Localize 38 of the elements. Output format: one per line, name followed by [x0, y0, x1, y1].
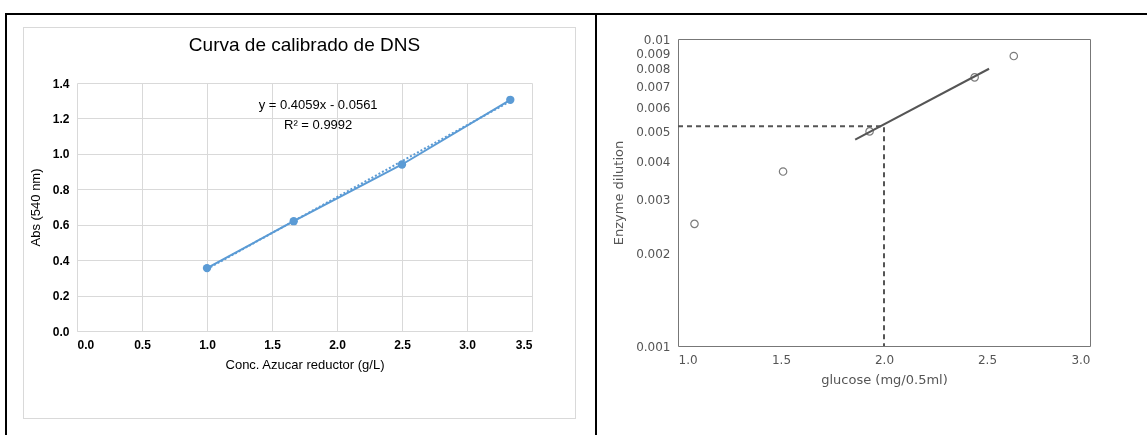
- x-tick-label: 0.0: [77, 337, 95, 352]
- y-tick-label: 0.005: [636, 124, 671, 139]
- annotation: R² = 0.9992: [284, 117, 353, 132]
- y-tick-label: 1.4: [52, 76, 70, 91]
- y-tick-label: 0.002: [636, 247, 671, 262]
- y-tick-label: 0.003: [636, 193, 671, 208]
- x-tick-label: 2.5: [977, 352, 998, 367]
- y-tick-label: 1.2: [52, 111, 70, 126]
- y-tick-label: 0.004: [636, 154, 671, 169]
- x-tick-label: 2.0: [874, 352, 895, 367]
- annotation: y = 0.4059x - 0.0561: [258, 97, 378, 112]
- y-tick-label: 0.008: [636, 62, 671, 77]
- x-tick-label: 2.0: [329, 337, 347, 352]
- x-axis-title: Conc. Azucar reductor (g/L): [225, 356, 385, 372]
- y-tick-label: 0.0: [52, 324, 70, 339]
- chart-title: Curva de calibrado de DNS: [188, 34, 421, 55]
- y-tick-label: 0.001: [636, 339, 671, 354]
- x-tick-label: 1.0: [199, 337, 217, 352]
- x-tick-label: 3.5: [515, 337, 533, 352]
- y-tick-label: 0.01: [643, 32, 671, 47]
- x-axis-title: glucose (mg/0.5ml): [821, 371, 948, 387]
- y-tick-label: 0.007: [636, 80, 671, 95]
- y-tick-label: 1.0: [52, 147, 70, 162]
- x-tick-label: 0.5: [134, 337, 152, 352]
- y-tick-label: 0.009: [636, 46, 671, 61]
- y-tick-label: 0.006: [636, 100, 671, 115]
- x-tick-label: 3.0: [459, 337, 477, 352]
- x-tick-label: 2.5: [394, 337, 412, 352]
- y-tick-label: 0.4: [52, 253, 70, 268]
- y-axis-title: Enzyme dilution: [611, 140, 627, 246]
- x-tick-label: 1.5: [771, 352, 792, 367]
- y-axis-title: Abs (540 nm): [27, 168, 43, 247]
- x-tick-label: 1.0: [678, 352, 698, 367]
- y-tick-label: 0.8: [52, 182, 70, 197]
- x-tick-label: 3.0: [1071, 352, 1091, 367]
- x-tick-label: 1.5: [264, 337, 282, 352]
- y-tick-label: 0.2: [52, 289, 70, 304]
- y-tick-label: 0.6: [52, 218, 70, 233]
